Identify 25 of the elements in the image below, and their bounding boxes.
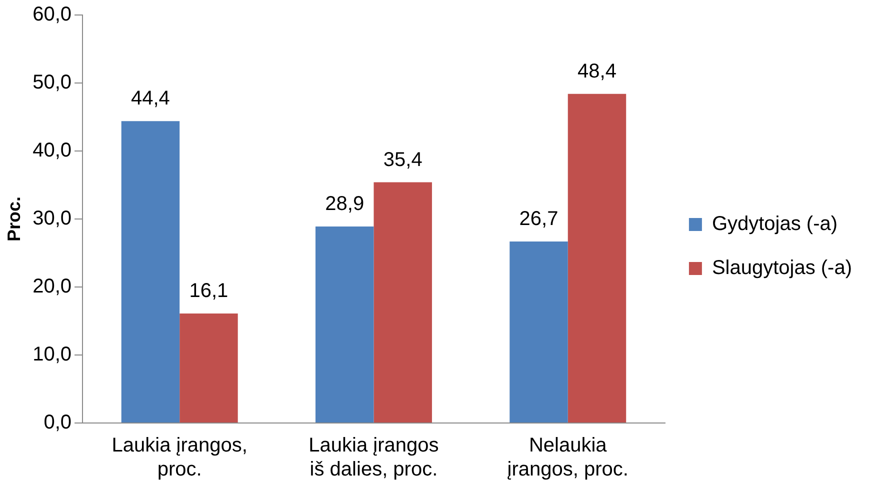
- bar: [568, 94, 626, 422]
- y-tick-label: 10,0: [32, 344, 72, 366]
- y-tick-label: 0,0: [44, 412, 72, 434]
- y-tick-label: 60,0: [32, 4, 72, 26]
- bar: [315, 226, 374, 422]
- data-label: 16,1: [189, 280, 228, 302]
- y-axis-title: Proc.: [4, 196, 24, 242]
- y-tick-label: 30,0: [32, 208, 72, 230]
- data-label: 28,9: [325, 192, 364, 215]
- y-tick-label: 20,0: [32, 276, 72, 298]
- data-label: 48,4: [578, 60, 616, 82]
- bar: [510, 241, 568, 422]
- data-label: 26,7: [519, 208, 558, 230]
- bar: [180, 314, 238, 422]
- bar: [121, 121, 180, 422]
- x-tick-label: Laukia įrangos iš dalies, proc.: [308, 434, 439, 481]
- y-tick-label: 40,0: [32, 140, 72, 162]
- y-tick-label: 50,0: [32, 72, 72, 94]
- legend-label: Gydytojas (-a): [712, 213, 838, 236]
- x-tick-label: Laukia įrangos, proc.: [112, 434, 248, 481]
- data-label: 44,4: [131, 88, 170, 110]
- legend-label: Slaugytojas (-a): [712, 257, 852, 280]
- x-tick-label: Nelaukia įrangos, proc.: [507, 434, 628, 481]
- data-label: 35,4: [383, 148, 422, 171]
- bar: [374, 182, 432, 422]
